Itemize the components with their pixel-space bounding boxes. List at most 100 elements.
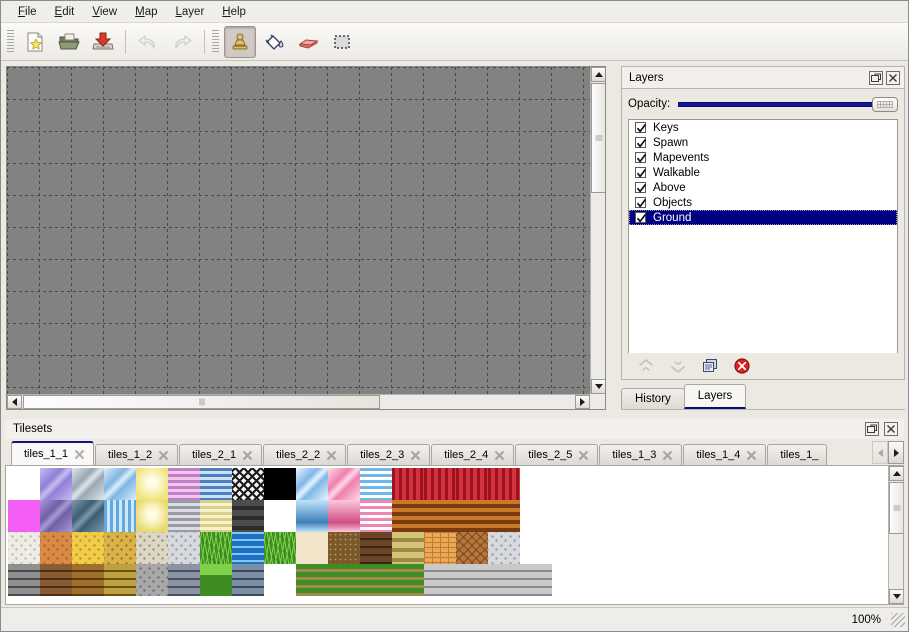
move-layer-down-icon[interactable] <box>668 357 687 376</box>
tileset-tab-close-icon[interactable] <box>662 450 673 461</box>
tileset-tile[interactable] <box>168 500 200 532</box>
tileset-tile[interactable] <box>520 468 552 500</box>
tileset-tab-tiles_1_4[interactable]: tiles_1_4 <box>683 444 767 465</box>
layer-visibility-checkbox[interactable] <box>635 212 647 223</box>
tileset-tab-next-button[interactable] <box>888 441 904 464</box>
toolbar-grip[interactable] <box>7 29 14 54</box>
layer-row[interactable]: Walkable <box>629 165 897 180</box>
tileset-tile[interactable] <box>328 500 360 532</box>
tileset-tile[interactable] <box>168 468 200 500</box>
fill-tool-icon[interactable] <box>258 26 290 58</box>
tileset-tile[interactable] <box>360 500 392 532</box>
layer-row[interactable]: Spawn <box>629 135 897 150</box>
map-canvas[interactable] <box>7 67 590 394</box>
layer-row[interactable]: Keys <box>629 120 897 135</box>
float-icon[interactable] <box>865 422 879 436</box>
tileset-tile[interactable] <box>456 532 488 564</box>
scroll-up-button[interactable] <box>591 67 605 82</box>
tileset-tile[interactable] <box>200 532 232 564</box>
tileset-tile[interactable] <box>360 532 392 564</box>
tileset-tile[interactable] <box>488 468 520 500</box>
tileset-tile[interactable] <box>296 564 328 596</box>
tileset-tab-tiles_2_2[interactable]: tiles_2_2 <box>263 444 347 465</box>
tileset-tile[interactable] <box>136 564 168 596</box>
tileset-tile[interactable] <box>168 532 200 564</box>
tileset-tile[interactable] <box>8 532 40 564</box>
tileset-tab-tiles_2_5[interactable]: tiles_2_5 <box>515 444 599 465</box>
dock-tab-history[interactable]: History <box>621 388 685 409</box>
tileset-tile[interactable] <box>328 468 360 500</box>
tileset-tile[interactable] <box>424 564 456 596</box>
menu-item-view[interactable]: View <box>92 5 118 18</box>
redo-icon[interactable] <box>166 26 198 58</box>
tileset-tile[interactable] <box>8 468 40 500</box>
tileset-tile[interactable] <box>40 468 72 500</box>
tileset-tab-close-icon[interactable] <box>158 450 169 461</box>
tileset-tab-close-icon[interactable] <box>494 450 505 461</box>
tileset-tile[interactable] <box>104 468 136 500</box>
tileset-tile[interactable] <box>360 564 392 596</box>
menu-item-edit[interactable]: Edit <box>54 5 75 18</box>
tileset-grid[interactable] <box>8 468 552 596</box>
tileset-tile[interactable] <box>520 500 552 532</box>
dock-tab-layers[interactable]: Layers <box>683 384 747 409</box>
tileset-tile[interactable] <box>296 500 328 532</box>
tileset-tile[interactable] <box>264 468 296 500</box>
close-icon[interactable] <box>884 422 898 436</box>
tileset-tile[interactable] <box>488 532 520 564</box>
tileset-tab-close-icon[interactable] <box>410 450 421 461</box>
tileset-tile[interactable] <box>296 468 328 500</box>
tileset-tile[interactable] <box>328 564 360 596</box>
tileset-tile[interactable] <box>200 500 232 532</box>
tileset-tile[interactable] <box>40 564 72 596</box>
layer-visibility-checkbox[interactable] <box>635 152 647 163</box>
tileset-tab-close-icon[interactable] <box>242 450 253 461</box>
tileset-tile[interactable] <box>72 468 104 500</box>
eraser-tool-icon[interactable] <box>292 26 324 58</box>
resize-grip[interactable] <box>891 612 905 627</box>
canvas-vscroll-thumb[interactable] <box>591 83 605 193</box>
tileset-tile[interactable] <box>72 532 104 564</box>
canvas-horizontal-scrollbar[interactable] <box>7 394 590 409</box>
float-icon[interactable] <box>869 70 883 85</box>
tileset-tab-tiles_1_2[interactable]: tiles_1_2 <box>95 444 179 465</box>
scroll-right-button[interactable] <box>575 395 590 409</box>
tileset-tile[interactable] <box>8 500 40 532</box>
tileset-tile[interactable] <box>168 564 200 596</box>
tileset-tile[interactable] <box>360 468 392 500</box>
tileset-tab-prev-button[interactable] <box>872 441 888 464</box>
tileset-tile[interactable] <box>136 500 168 532</box>
tileset-tile[interactable] <box>424 468 456 500</box>
stamp-tool-icon[interactable] <box>224 25 256 58</box>
tileset-tile[interactable] <box>232 500 264 532</box>
menu-item-file[interactable]: File <box>18 5 37 18</box>
tileset-tile[interactable] <box>424 500 456 532</box>
tileset-tile[interactable] <box>72 564 104 596</box>
tileset-tab-tiles_2_3[interactable]: tiles_2_3 <box>347 444 431 465</box>
tileset-tab-tiles_2_1[interactable]: tiles_2_1 <box>179 444 263 465</box>
select-tool-icon[interactable] <box>326 26 358 58</box>
tileset-tile[interactable] <box>200 564 232 596</box>
tileset-tile[interactable] <box>488 564 520 596</box>
tileset-tile[interactable] <box>200 468 232 500</box>
open-map-icon[interactable] <box>53 26 85 58</box>
tileset-tile[interactable] <box>424 532 456 564</box>
tileset-tile[interactable] <box>296 532 328 564</box>
save-map-icon[interactable] <box>87 26 119 58</box>
layer-visibility-checkbox[interactable] <box>635 182 647 193</box>
tools-grip[interactable] <box>212 29 219 54</box>
tileset-vertical-scrollbar[interactable] <box>888 466 903 604</box>
menu-item-map[interactable]: Map <box>135 5 158 18</box>
layer-visibility-checkbox[interactable] <box>635 197 647 208</box>
tileset-tab-tiles_1_3[interactable]: tiles_1_3 <box>599 444 683 465</box>
tileset-tile[interactable] <box>264 564 296 596</box>
tileset-tab-close-icon[interactable] <box>74 449 85 460</box>
menu-item-layer[interactable]: Layer <box>175 5 205 18</box>
tileset-tile[interactable] <box>488 500 520 532</box>
delete-layer-icon[interactable] <box>732 357 751 376</box>
tileset-tab-tiles_2_4[interactable]: tiles_2_4 <box>431 444 515 465</box>
canvas-vertical-scrollbar[interactable] <box>590 67 605 394</box>
scroll-down-button[interactable] <box>591 379 605 394</box>
scroll-down-button[interactable] <box>889 589 903 604</box>
tileset-tab-close-icon[interactable] <box>746 450 757 461</box>
